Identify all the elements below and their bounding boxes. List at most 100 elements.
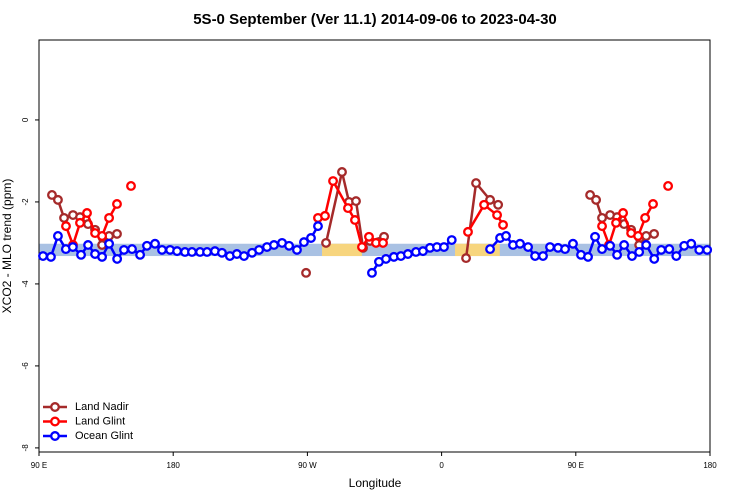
- data-point: [378, 237, 388, 248]
- data-point: [321, 237, 331, 248]
- data-point: [590, 231, 600, 242]
- data-point: [350, 215, 360, 225]
- data-point: [150, 238, 160, 249]
- data-point: [515, 238, 525, 249]
- data-point: [269, 240, 279, 250]
- data-point: [59, 212, 70, 223]
- data-point: [142, 240, 152, 251]
- data-point: [367, 267, 377, 278]
- data-point: [112, 228, 122, 239]
- data-point: [493, 199, 504, 210]
- data-point: [313, 221, 323, 232]
- data-point: [320, 210, 330, 221]
- data-point: [97, 251, 108, 262]
- data-point: [694, 244, 705, 255]
- data-point: [664, 244, 675, 255]
- data-point: [648, 199, 658, 209]
- data-point: [597, 212, 607, 223]
- data-point: [538, 251, 548, 261]
- data-point: [471, 178, 481, 189]
- data-point: [126, 180, 136, 191]
- data-point: [492, 210, 503, 220]
- data-point: [112, 199, 122, 209]
- x-tick-label: 90 W: [298, 461, 317, 470]
- data-point: [381, 253, 391, 264]
- data-point: [461, 253, 472, 264]
- data-point: [67, 242, 78, 252]
- data-point: [157, 244, 167, 255]
- legend-marker: [50, 402, 60, 412]
- x-tick-label: 90 E: [568, 461, 584, 470]
- legend-marker: [50, 431, 60, 441]
- data-point: [545, 242, 555, 252]
- y-tick-label: -4: [21, 280, 30, 288]
- data-point: [485, 194, 496, 205]
- legend-label: Land Nadir: [75, 401, 129, 413]
- data-point: [301, 267, 312, 278]
- data-point: [337, 167, 347, 177]
- data-point: [38, 251, 48, 261]
- data-point: [97, 231, 108, 241]
- data-point: [485, 244, 496, 255]
- y-tick-label: -6: [21, 362, 30, 370]
- x-tick-label: 0: [439, 461, 444, 470]
- data-point: [52, 194, 63, 205]
- data-point: [112, 253, 123, 264]
- data-point: [61, 221, 71, 232]
- y-tick-label: 0: [21, 117, 30, 122]
- data-point: [463, 226, 473, 237]
- data-point: [479, 199, 490, 210]
- data-point: [671, 251, 682, 261]
- data-point: [239, 251, 249, 261]
- x-tick-label: 90 E: [31, 461, 47, 470]
- data-point: [351, 196, 361, 207]
- data-point: [605, 240, 616, 251]
- data-point: [597, 244, 607, 255]
- data-point: [619, 240, 630, 250]
- data-point: [568, 238, 578, 249]
- data-point: [560, 244, 571, 255]
- data-point: [641, 240, 652, 250]
- data-point: [172, 246, 183, 257]
- data-point: [649, 253, 660, 264]
- band: [322, 243, 362, 257]
- data-point: [591, 194, 602, 205]
- y-axis-label: XCO2 - MLO trend (ppm): [0, 179, 14, 314]
- data-point: [634, 246, 645, 257]
- data-point: [686, 238, 697, 249]
- data-point: [357, 242, 367, 252]
- data-point: [641, 231, 652, 241]
- data-point: [52, 231, 63, 241]
- data-point: [498, 219, 508, 230]
- y-tick-label: -2: [21, 198, 30, 206]
- x-tick-label: 180: [703, 461, 717, 470]
- data-point: [187, 246, 197, 257]
- data-point: [611, 217, 622, 228]
- legend-label: Land Glint: [75, 415, 125, 427]
- data-point: [343, 203, 353, 214]
- data-point: [75, 217, 85, 228]
- data-point: [306, 233, 316, 243]
- y-tick-label: -8: [21, 444, 30, 452]
- data-point: [439, 242, 449, 252]
- data-point: [656, 244, 667, 255]
- data-point: [104, 212, 115, 223]
- data-point: [119, 244, 129, 255]
- data-point: [649, 228, 660, 239]
- data-point: [585, 190, 596, 200]
- data-point: [640, 212, 651, 223]
- legend-marker: [50, 416, 60, 427]
- data-point: [217, 247, 227, 258]
- data-point: [618, 208, 629, 218]
- data-point: [597, 221, 607, 232]
- data-point: [364, 231, 374, 242]
- data-point: [633, 231, 644, 241]
- data-point: [530, 251, 541, 261]
- data-point: [402, 249, 413, 259]
- data-point: [47, 190, 57, 200]
- chart-title: 5S-0 September (Ver 11.1) 2014-09-06 to …: [193, 11, 557, 28]
- data-point: [583, 251, 593, 262]
- data-point: [104, 238, 115, 249]
- x-tick-label: 180: [167, 461, 181, 470]
